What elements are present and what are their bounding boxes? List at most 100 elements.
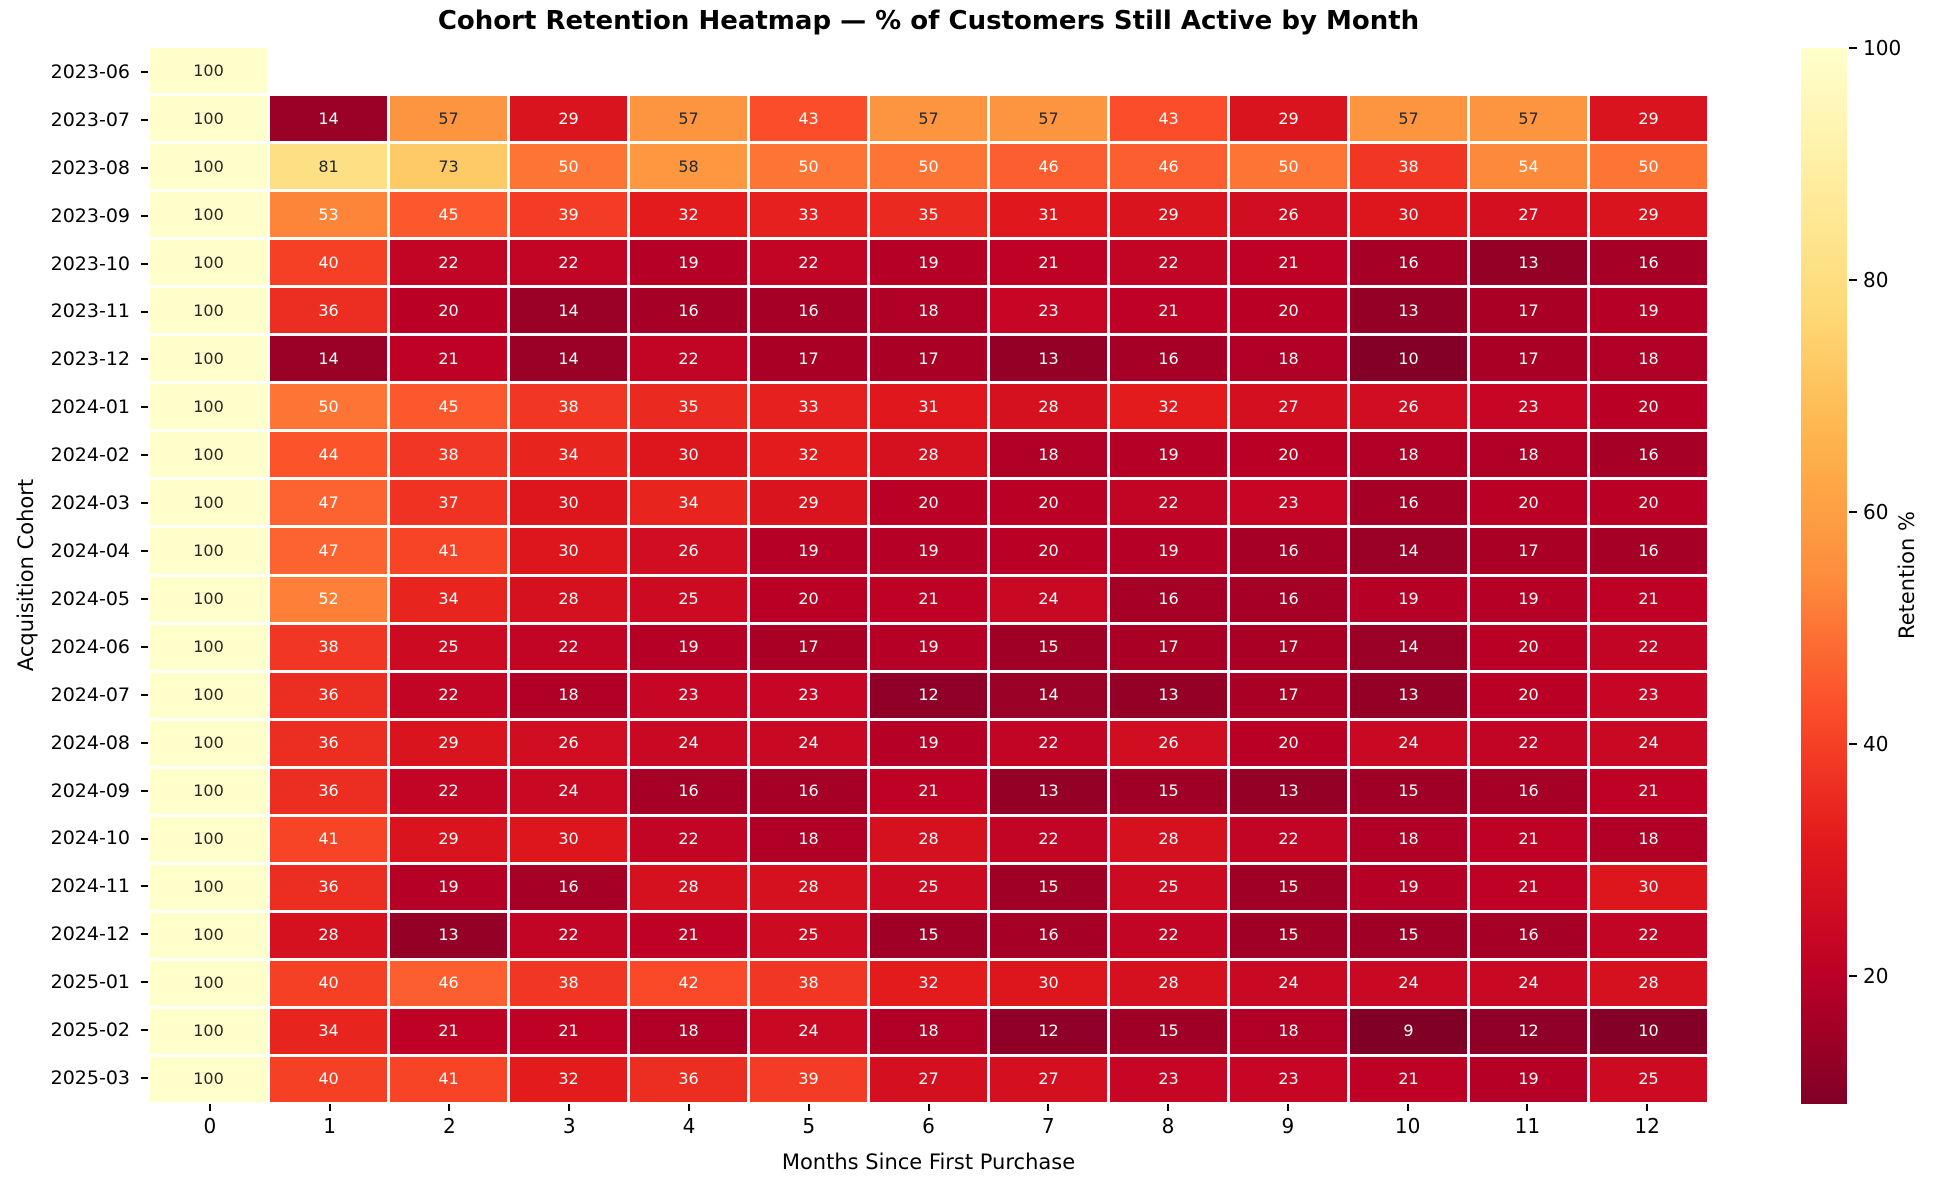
- x-tick-mark: [1047, 1104, 1050, 1111]
- heatmap-cell: 23: [750, 672, 867, 718]
- heatmap-cell: 21: [1470, 864, 1587, 910]
- heatmap-cell: 20: [1230, 432, 1347, 478]
- y-tick-mark: [141, 789, 148, 792]
- heatmap-cell: 24: [1350, 960, 1467, 1006]
- heatmap-cell: 23: [990, 288, 1107, 334]
- heatmap-cell: 39: [510, 192, 627, 238]
- heatmap-cell: 13: [1110, 672, 1227, 718]
- heatmap-cell: 19: [1590, 288, 1707, 334]
- x-tick-mark: [448, 1104, 451, 1111]
- heatmap-cell: 31: [870, 384, 987, 430]
- heatmap-cell: 32: [750, 432, 867, 478]
- x-tick-label: 1: [323, 1114, 337, 1138]
- heatmap-cell: 50: [750, 144, 867, 190]
- heatmap-cell: 15: [1350, 912, 1467, 958]
- heatmap-cell: 18: [750, 816, 867, 862]
- heatmap-cell: 30: [630, 432, 747, 478]
- heatmap-cell: 20: [1590, 480, 1707, 526]
- heatmap-cell: 13: [1350, 672, 1467, 718]
- heatmap-cell: 16: [750, 768, 867, 814]
- x-axis-tick-labels: 0 1 2 3 4 5 6 7 8 9 10 11 12: [150, 1114, 1707, 1142]
- x-tick-label: 10: [1394, 1114, 1421, 1138]
- heatmap-cell: 19: [630, 624, 747, 670]
- heatmap-cell: 18: [1590, 336, 1707, 382]
- heatmap-cell: 28: [750, 864, 867, 910]
- y-tick-label: 2024-09: [50, 779, 130, 802]
- heatmap-cell: 29: [390, 816, 507, 862]
- heatmap-cell: 100: [150, 192, 267, 238]
- heatmap-cell: 100: [150, 432, 267, 478]
- heatmap-cell: [510, 48, 627, 93]
- heatmap-cell: 46: [1110, 144, 1227, 190]
- heatmap-cell: 19: [1350, 864, 1467, 910]
- heatmap-cell: 25: [630, 576, 747, 622]
- y-tick-mark: [141, 310, 148, 313]
- heatmap-cell: [750, 48, 867, 93]
- heatmap-cell: 19: [1350, 576, 1467, 622]
- heatmap-cell: 23: [1470, 384, 1587, 430]
- heatmap-cell: 33: [750, 192, 867, 238]
- heatmap-cell: 38: [1350, 144, 1467, 190]
- heatmap-cell: 20: [390, 288, 507, 334]
- heatmap-cell: 50: [270, 384, 387, 430]
- heatmap-cell: 19: [870, 720, 987, 766]
- heatmap-cell: 50: [510, 144, 627, 190]
- heatmap-cell: 18: [870, 1008, 987, 1054]
- heatmap-cell: 21: [390, 336, 507, 382]
- y-tick-mark: [141, 1029, 148, 1032]
- heatmap-cell: 100: [150, 912, 267, 958]
- y-tick-label: 2023-08: [50, 156, 130, 179]
- x-tick-mark: [1526, 1104, 1529, 1111]
- heatmap-cell: 22: [1590, 624, 1707, 670]
- heatmap-cell: 30: [510, 816, 627, 862]
- heatmap-cell: 36: [270, 768, 387, 814]
- heatmap-cell: 18: [870, 288, 987, 334]
- heatmap-cell: 29: [510, 96, 627, 142]
- heatmap-cell: 18: [1230, 1008, 1347, 1054]
- heatmap-cell: 17: [750, 336, 867, 382]
- heatmap-cell: 28: [870, 432, 987, 478]
- heatmap-cell: 27: [1230, 384, 1347, 430]
- heatmap-cell: 24: [1350, 720, 1467, 766]
- heatmap-cell: 17: [1470, 336, 1587, 382]
- heatmap-cell: [990, 48, 1107, 93]
- heatmap-cell: 18: [1350, 816, 1467, 862]
- heatmap-cell: 24: [1470, 960, 1587, 1006]
- heatmap-cell: 15: [1230, 864, 1347, 910]
- heatmap-cell: 26: [1230, 192, 1347, 238]
- heatmap-cell: 30: [990, 960, 1107, 1006]
- heatmap-cell: 16: [1470, 912, 1587, 958]
- y-tick-mark: [141, 70, 148, 73]
- heatmap-cell: 25: [1590, 1056, 1707, 1102]
- heatmap-cell: 22: [630, 816, 747, 862]
- heatmap-cell: 21: [990, 240, 1107, 286]
- y-tick-mark: [141, 693, 148, 696]
- y-tick-label: 2023-06: [50, 60, 130, 83]
- y-tick-mark: [141, 933, 148, 936]
- heatmap-cell: 100: [150, 720, 267, 766]
- heatmap-cell: 13: [1350, 288, 1467, 334]
- y-tick-label: 2023-11: [50, 300, 130, 323]
- x-tick-mark: [807, 1104, 810, 1111]
- y-tick-mark: [141, 837, 148, 840]
- heatmap-cell: 21: [510, 1008, 627, 1054]
- chart-title: Cohort Retention Heatmap — % of Customer…: [437, 6, 1420, 36]
- heatmap-cell: 100: [150, 384, 267, 430]
- heatmap-cell: 17: [1110, 624, 1227, 670]
- heatmap-cell: 21: [1350, 1056, 1467, 1102]
- heatmap-cell: 16: [1590, 240, 1707, 286]
- heatmap-cell: 36: [270, 288, 387, 334]
- colorbar-tick-label: 60: [1863, 500, 1889, 525]
- heatmap-cell: 100: [150, 1008, 267, 1054]
- heatmap-cell: 20: [990, 528, 1107, 574]
- heatmap-cell: 22: [390, 240, 507, 286]
- heatmap-cell: 57: [870, 96, 987, 142]
- heatmap-cell: 28: [270, 912, 387, 958]
- heatmap-cell: 25: [390, 624, 507, 670]
- y-tick-mark: [141, 550, 148, 553]
- heatmap-cell: 38: [750, 960, 867, 1006]
- heatmap-cell: 26: [630, 528, 747, 574]
- y-tick-label: 2025-02: [50, 1019, 130, 1042]
- heatmap-cell: 34: [630, 480, 747, 526]
- heatmap-cell: 100: [150, 480, 267, 526]
